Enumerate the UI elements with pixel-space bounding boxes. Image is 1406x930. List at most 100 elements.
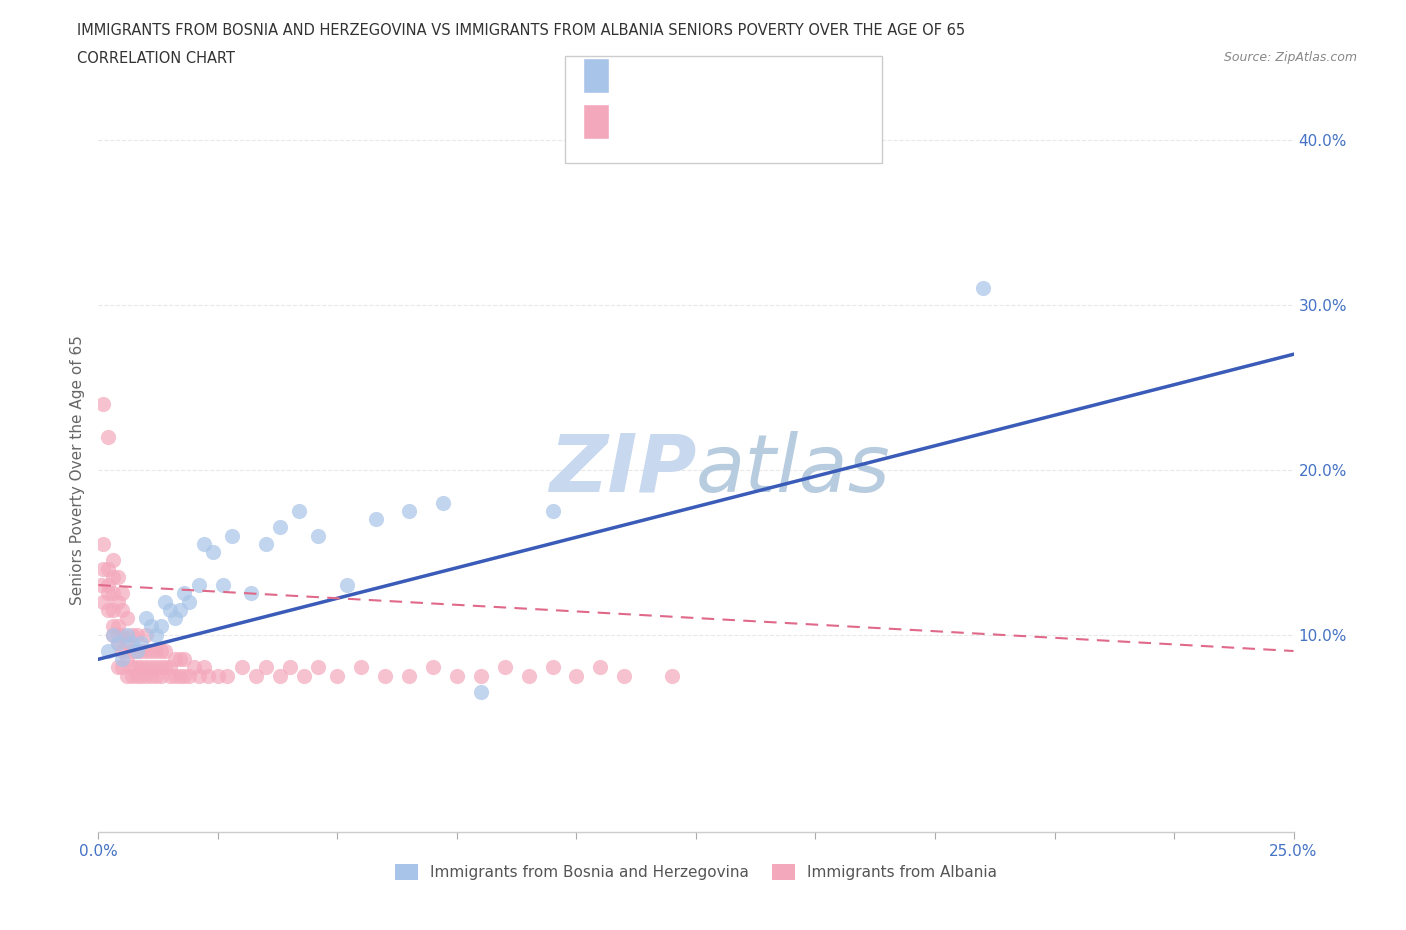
Point bbox=[565, 669, 588, 684]
Point bbox=[197, 669, 219, 684]
Point bbox=[101, 618, 124, 633]
Point bbox=[432, 495, 454, 510]
Point bbox=[135, 627, 157, 642]
Point bbox=[97, 561, 120, 576]
Point bbox=[135, 611, 157, 626]
Point bbox=[187, 578, 209, 592]
Point bbox=[111, 660, 134, 675]
Text: N = 93: N = 93 bbox=[745, 112, 803, 129]
Point bbox=[115, 652, 138, 667]
Point bbox=[131, 660, 153, 675]
Point bbox=[111, 603, 134, 618]
Point bbox=[163, 669, 186, 684]
Point bbox=[159, 603, 181, 618]
Point bbox=[125, 644, 148, 658]
Point bbox=[613, 669, 636, 684]
Point bbox=[101, 586, 124, 601]
Point bbox=[972, 281, 994, 296]
Point bbox=[145, 669, 167, 684]
Legend: Immigrants from Bosnia and Herzegovina, Immigrants from Albania: Immigrants from Bosnia and Herzegovina, … bbox=[389, 858, 1002, 886]
Point bbox=[169, 652, 191, 667]
Point bbox=[422, 660, 444, 675]
Point bbox=[101, 569, 124, 584]
Point bbox=[179, 669, 201, 684]
Point bbox=[131, 644, 153, 658]
Point bbox=[145, 644, 167, 658]
Point bbox=[97, 603, 120, 618]
Point bbox=[107, 635, 129, 650]
Point bbox=[661, 669, 683, 684]
Text: R =: R = bbox=[619, 65, 655, 83]
Point bbox=[135, 644, 157, 658]
Point bbox=[115, 669, 138, 684]
Point bbox=[183, 660, 205, 675]
Point bbox=[139, 644, 162, 658]
Point bbox=[326, 669, 349, 684]
Point bbox=[91, 561, 114, 576]
Point bbox=[163, 611, 186, 626]
Point bbox=[292, 669, 315, 684]
Point bbox=[121, 635, 143, 650]
Point bbox=[125, 627, 148, 642]
Text: atlas: atlas bbox=[696, 431, 891, 509]
Point bbox=[470, 684, 492, 699]
Point bbox=[398, 503, 420, 518]
Point bbox=[207, 669, 229, 684]
Point bbox=[115, 635, 138, 650]
Point bbox=[91, 594, 114, 609]
Point bbox=[155, 594, 177, 609]
Point bbox=[91, 396, 114, 411]
Point bbox=[107, 569, 129, 584]
Point bbox=[97, 586, 120, 601]
Y-axis label: Seniors Poverty Over the Age of 65: Seniors Poverty Over the Age of 65 bbox=[69, 335, 84, 604]
Point bbox=[269, 669, 291, 684]
Point bbox=[446, 669, 468, 684]
Point bbox=[115, 627, 138, 642]
Text: R =: R = bbox=[619, 112, 655, 129]
Point bbox=[101, 627, 124, 642]
Point bbox=[135, 669, 157, 684]
Point bbox=[125, 660, 148, 675]
Point bbox=[187, 669, 209, 684]
Text: Source: ZipAtlas.com: Source: ZipAtlas.com bbox=[1223, 51, 1357, 64]
Point bbox=[107, 618, 129, 633]
Point bbox=[336, 578, 359, 592]
Point bbox=[135, 660, 157, 675]
Point bbox=[240, 586, 263, 601]
Point bbox=[269, 520, 291, 535]
Point bbox=[155, 660, 177, 675]
Text: IMMIGRANTS FROM BOSNIA AND HERZEGOVINA VS IMMIGRANTS FROM ALBANIA SENIORS POVERT: IMMIGRANTS FROM BOSNIA AND HERZEGOVINA V… bbox=[77, 23, 966, 38]
Point bbox=[125, 669, 148, 684]
Point bbox=[149, 669, 172, 684]
Point bbox=[202, 545, 225, 560]
Point bbox=[111, 586, 134, 601]
Text: CORRELATION CHART: CORRELATION CHART bbox=[77, 51, 235, 66]
Point bbox=[307, 660, 329, 675]
Point bbox=[173, 652, 195, 667]
Point bbox=[307, 528, 329, 543]
Point bbox=[541, 503, 564, 518]
Point bbox=[193, 537, 215, 551]
Point bbox=[101, 603, 124, 618]
Point bbox=[107, 635, 129, 650]
Point bbox=[179, 594, 201, 609]
Point bbox=[131, 635, 153, 650]
Point bbox=[398, 669, 420, 684]
Point bbox=[159, 669, 181, 684]
Point bbox=[139, 618, 162, 633]
Point bbox=[139, 660, 162, 675]
Point bbox=[173, 669, 195, 684]
Point bbox=[121, 660, 143, 675]
Point bbox=[131, 669, 153, 684]
Point bbox=[145, 660, 167, 675]
Point bbox=[107, 594, 129, 609]
Point bbox=[245, 669, 267, 684]
Point bbox=[111, 644, 134, 658]
Point bbox=[139, 669, 162, 684]
Point bbox=[231, 660, 253, 675]
Point bbox=[97, 644, 120, 658]
Point bbox=[163, 652, 186, 667]
Point bbox=[107, 627, 129, 642]
Point bbox=[111, 627, 134, 642]
Point bbox=[350, 660, 373, 675]
